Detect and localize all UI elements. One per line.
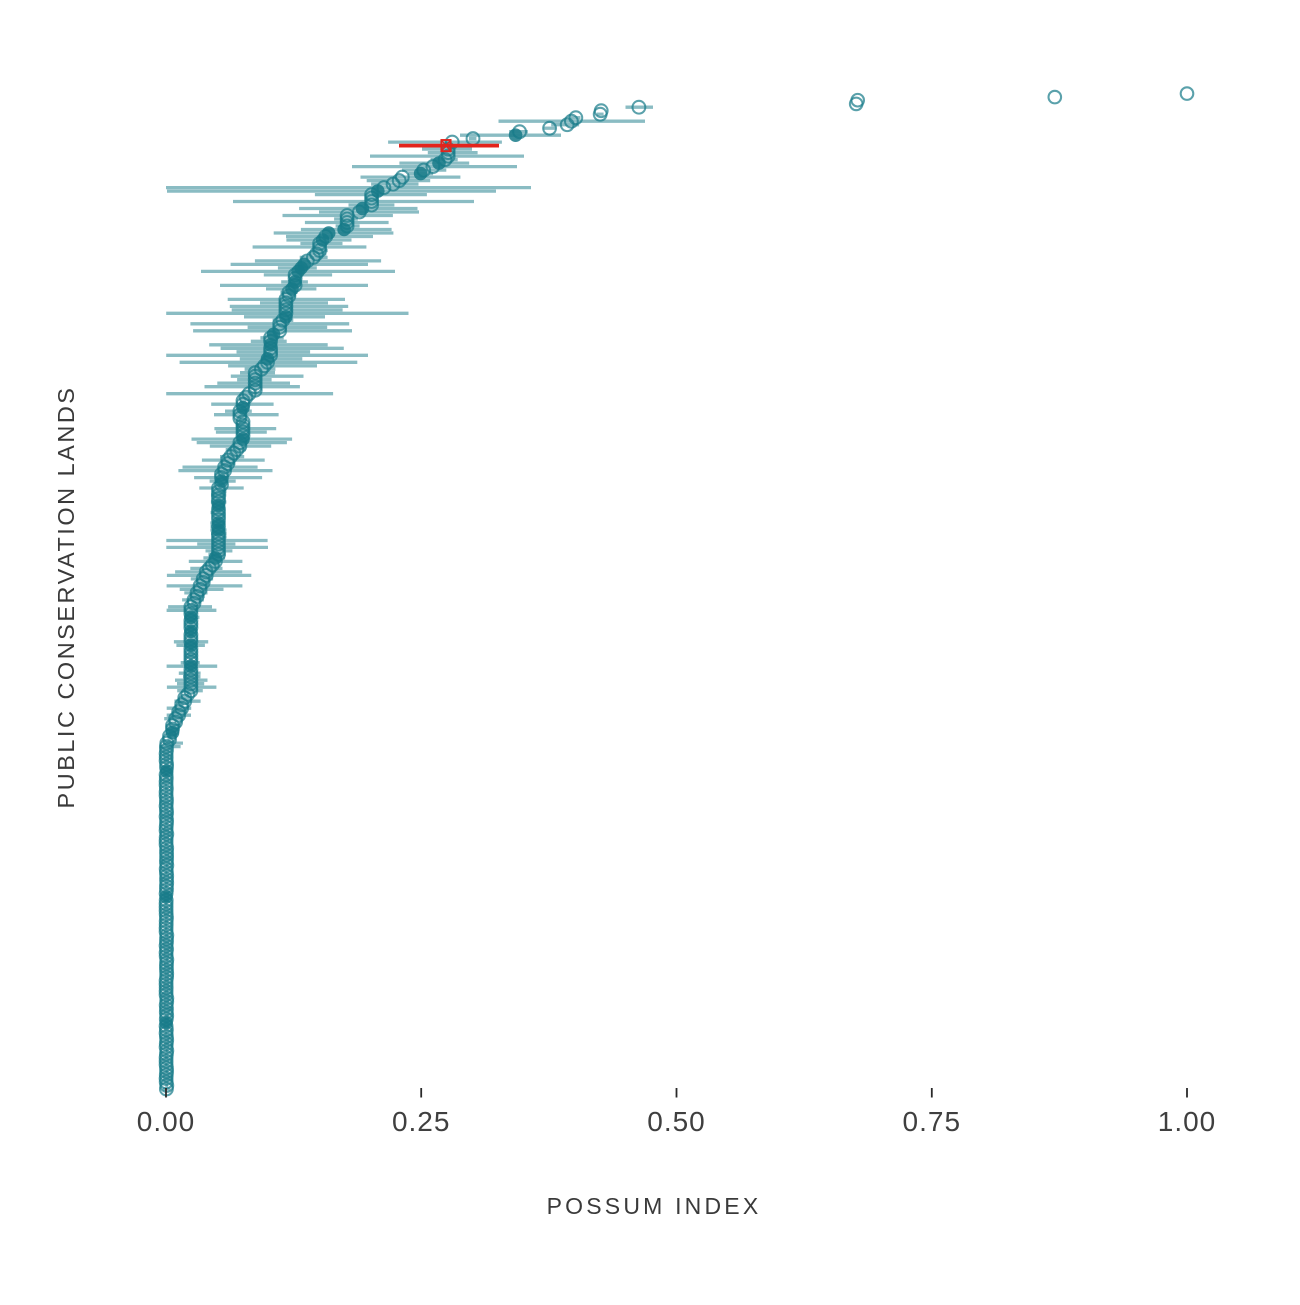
- svg-text:0.75: 0.75: [903, 1106, 962, 1137]
- svg-text:0.00: 0.00: [137, 1106, 196, 1137]
- svg-text:POSSUM INDEX: POSSUM INDEX: [547, 1193, 762, 1219]
- svg-text:0.25: 0.25: [392, 1106, 451, 1137]
- svg-text:1.00: 1.00: [1158, 1106, 1217, 1137]
- svg-text:0.50: 0.50: [647, 1106, 706, 1137]
- svg-text:PUBLIC CONSERVATION LANDS: PUBLIC CONSERVATION LANDS: [53, 386, 79, 809]
